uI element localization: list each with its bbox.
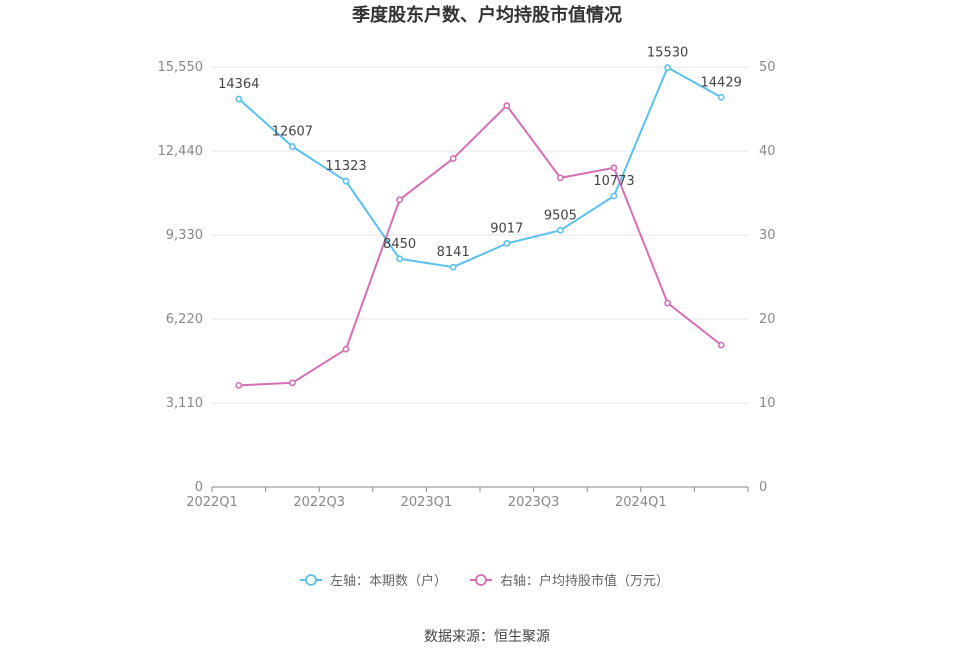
series-1-point[interactable]: [557, 226, 564, 234]
y-right-tick-label: 30: [759, 228, 776, 243]
y-right-tick-label: 0: [759, 480, 767, 495]
y-left-tick-label: 0: [195, 480, 203, 495]
series-2-point[interactable]: [449, 155, 457, 162]
series-2-point[interactable]: [235, 381, 243, 389]
series-2-point[interactable]: [717, 341, 725, 349]
x-tick-label: 2022Q1: [186, 495, 238, 510]
legend-swatch-marker: [475, 574, 487, 586]
series-2-point[interactable]: [557, 174, 564, 182]
series-2-point[interactable]: [342, 345, 350, 353]
series-1-point[interactable]: [717, 93, 725, 101]
y-left-tick-label: 6,220: [166, 312, 203, 327]
y-right-tick-label: 20: [759, 312, 776, 327]
x-tick-label: 2023Q1: [401, 495, 453, 510]
y-right-tick-label: 10: [759, 396, 776, 411]
series-2-point[interactable]: [610, 164, 618, 172]
legend[interactable]: 左轴：本期数（户） 右轴：户均持股市值（万元）: [300, 573, 669, 589]
y-right-tick-label: 40: [759, 144, 776, 159]
legend-label: 右轴：户均持股市值（万元）: [500, 573, 669, 589]
data-label: 10773: [593, 174, 634, 189]
series-2-point[interactable]: [288, 379, 296, 387]
y-left-tick-label: 3,110: [166, 396, 203, 411]
series-2-point[interactable]: [396, 196, 403, 204]
series-1-point[interactable]: [396, 255, 403, 263]
axes: 0 3,110 6,220 9,330 12,440 15,550 0 10 20 30 40 50 2…: [158, 60, 776, 510]
series-line-1: [238, 66, 722, 269]
legend-item-1[interactable]: 左轴：本期数（户）: [300, 573, 447, 589]
series-1-point[interactable]: [449, 263, 457, 271]
data-label: 9505: [544, 208, 577, 223]
source-note: 数据来源：恒生聚源: [424, 629, 550, 645]
data-label: 15530: [647, 46, 688, 61]
x-tick-label: 2022Q3: [293, 495, 345, 510]
legend-item-2[interactable]: 右轴：户均持股市值（万元）: [470, 573, 669, 589]
series: [235, 64, 725, 389]
chart-title: 季度股东户数、户均持股市值情况: [352, 4, 622, 26]
series-line-2: [238, 104, 722, 387]
data-label: 12607: [272, 124, 313, 139]
grid: [212, 66, 748, 404]
data-label: 9017: [490, 221, 523, 236]
series-2-point[interactable]: [503, 102, 511, 110]
x-tick-label: 2024Q1: [615, 495, 667, 510]
series-1-point[interactable]: [235, 95, 243, 103]
series-1-point[interactable]: [664, 64, 671, 71]
series-1-point[interactable]: [503, 240, 511, 247]
series-1-point[interactable]: [342, 177, 350, 185]
legend-swatch-marker: [305, 574, 317, 586]
data-label: 14364: [218, 77, 259, 92]
series-2-point[interactable]: [664, 299, 671, 307]
series-1-point[interactable]: [288, 143, 296, 150]
data-label: 14429: [701, 75, 742, 90]
data-label: 8141: [437, 245, 470, 260]
series-1-point[interactable]: [610, 192, 618, 200]
legend-label: 左轴：本期数（户）: [330, 573, 447, 589]
y-right-tick-label: 50: [759, 60, 776, 75]
y-left-tick-label: 12,440: [158, 144, 204, 159]
data-label: 8450: [383, 237, 416, 252]
x-tick-label: 2023Q3: [508, 495, 560, 510]
data-labels: 14364 12607 11323 8450 8141 9017 9505 10773 1553…: [218, 46, 742, 261]
y-left-tick-label: 9,330: [166, 228, 203, 243]
data-label: 11323: [325, 159, 366, 174]
y-left-tick-label: 15,550: [158, 60, 204, 75]
